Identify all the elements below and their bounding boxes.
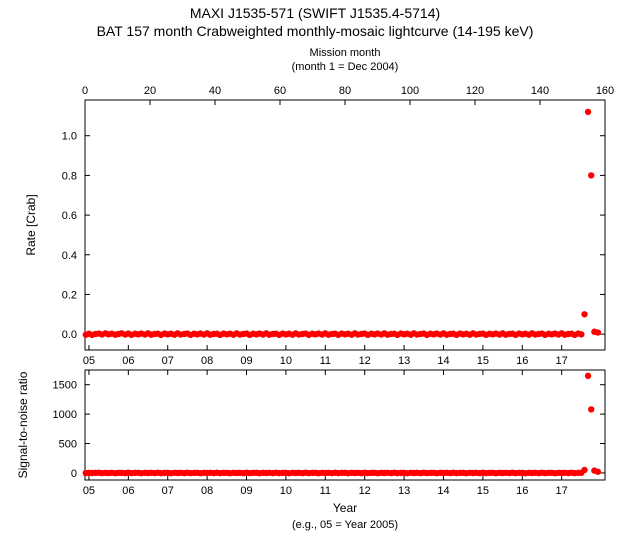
x-tick-label: 05 — [83, 355, 95, 367]
x-tick-label: 17 — [556, 485, 568, 497]
x-axis-label: Year — [333, 501, 357, 515]
y2-tick-label: 1000 — [53, 409, 77, 421]
plot2-frame — [85, 370, 605, 480]
x-tick-label: 11 — [320, 355, 331, 367]
x-tick-label: 14 — [437, 485, 449, 497]
top-tick-label: 60 — [274, 85, 286, 97]
y1-axis-label: Rate [Crab] — [24, 194, 38, 255]
top-tick-label: 40 — [209, 85, 221, 97]
top-axis-label-1: Mission month — [310, 47, 381, 59]
lightcurve-chart: MAXI J1535-571 (SWIFT J1535.4-5714) BAT 1… — [0, 0, 630, 543]
x-tick-label: 09 — [240, 485, 252, 497]
top-axis-label-2: (month 1 = Dec 2004) — [292, 61, 399, 73]
x-tick-label: 08 — [201, 355, 213, 367]
x-tick-label: 07 — [162, 355, 174, 367]
top-tick-label: 100 — [401, 85, 419, 97]
y1-tick-label: 0.2 — [62, 289, 77, 301]
plot1-frame — [85, 100, 605, 350]
y2-tick-label: 1500 — [53, 380, 77, 392]
top-tick-label: 120 — [466, 85, 484, 97]
x-tick-label: 08 — [201, 485, 213, 497]
y2-tick-label: 0 — [71, 468, 77, 480]
y1-tick-label: 1.0 — [62, 131, 77, 143]
snr-series — [83, 373, 602, 477]
chart-container: MAXI J1535-571 (SWIFT J1535.4-5714) BAT 1… — [0, 0, 630, 543]
x-tick-label: 05 — [83, 485, 95, 497]
x-tick-label: 11 — [320, 485, 331, 497]
top-tick-label: 140 — [531, 85, 549, 97]
top-tick-label: 80 — [339, 85, 351, 97]
x-tick-label: 15 — [477, 355, 489, 367]
x-tick-label: 16 — [516, 355, 528, 367]
x-axis-sublabel: (e.g., 05 = Year 2005) — [292, 519, 398, 531]
x-tick-label: 13 — [398, 485, 410, 497]
y2-tick-label: 500 — [59, 439, 77, 451]
x-tick-label: 12 — [359, 485, 371, 497]
x-tick-label: 17 — [556, 355, 568, 367]
x-tick-label: 06 — [122, 355, 134, 367]
top-tick-label: 20 — [144, 85, 156, 97]
y1-tick-label: 0.8 — [62, 170, 77, 182]
x-tick-label: 12 — [359, 355, 371, 367]
x-tick-label: 06 — [122, 485, 134, 497]
x-tick-label: 10 — [280, 485, 292, 497]
chart-title-1: MAXI J1535-571 (SWIFT J1535.4-5714) — [190, 5, 440, 21]
x-tick-label: 16 — [516, 485, 528, 497]
rate-series — [83, 109, 602, 338]
chart-title-2: BAT 157 month Crabweighted monthly-mosai… — [97, 23, 534, 39]
y2-axis-label: Signal-to-noise ratio — [16, 371, 30, 478]
x-tick-label: 10 — [280, 355, 292, 367]
y1-tick-label: 0.6 — [62, 210, 77, 222]
top-tick-label: 0 — [82, 85, 88, 97]
x-tick-label: 14 — [437, 355, 449, 367]
y1-tick-label: 0.4 — [62, 250, 77, 262]
y1-tick-label: 0.0 — [62, 329, 77, 341]
x-tick-label: 15 — [477, 485, 489, 497]
x-tick-label: 07 — [162, 485, 174, 497]
x-tick-label: 09 — [240, 355, 252, 367]
top-tick-label: 160 — [596, 85, 614, 97]
x-tick-label: 13 — [398, 355, 410, 367]
